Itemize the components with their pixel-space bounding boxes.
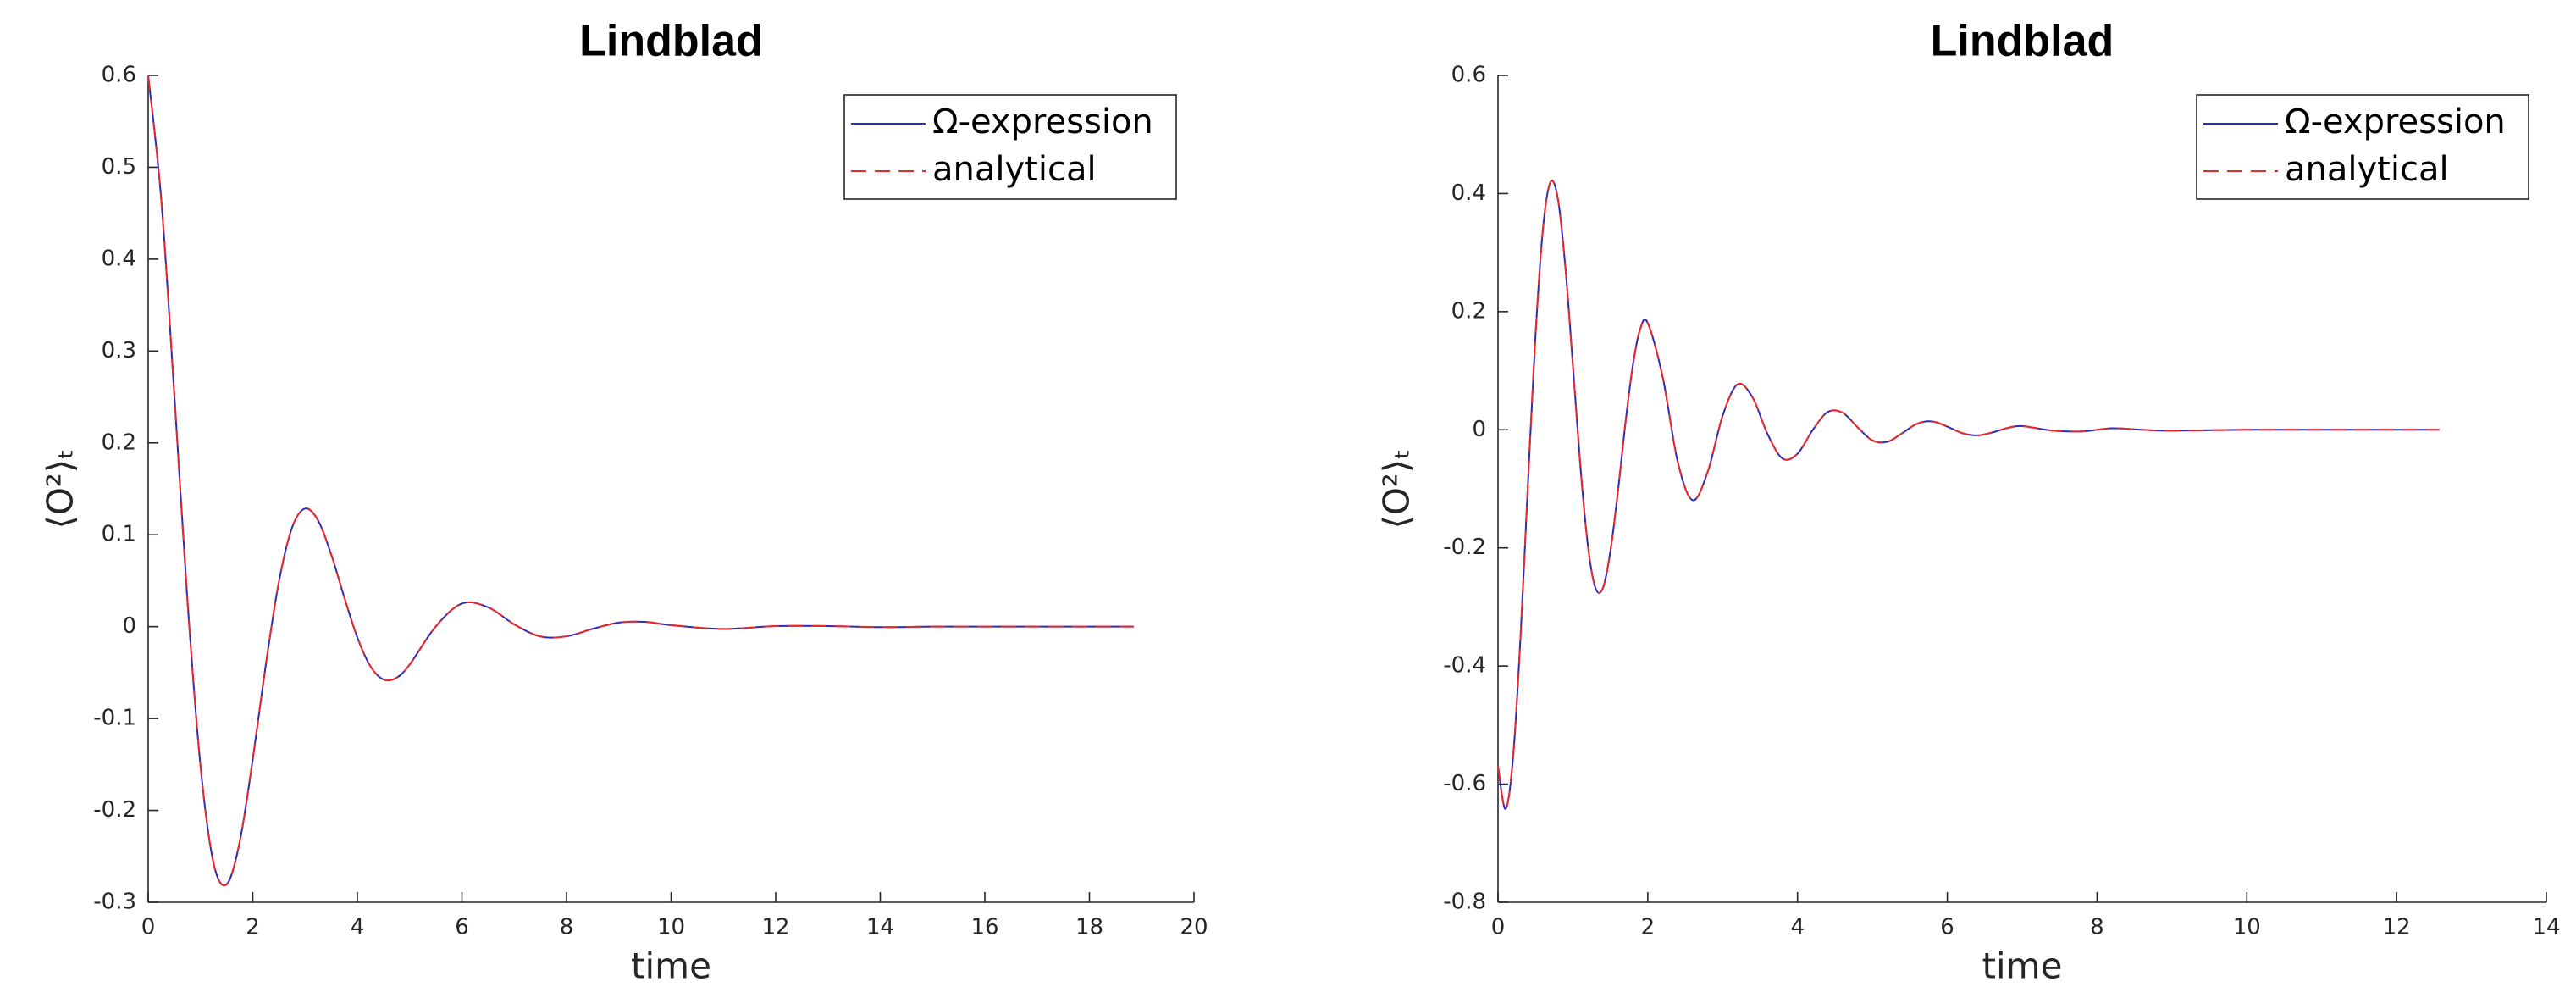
y-tick-label: 0.3 [102,338,136,363]
x-tick-label: 4 [1790,915,1805,940]
chart-title: Lindblad [1931,17,2114,66]
legend-box [843,94,1177,200]
x-tick-label: 6 [455,915,469,940]
y-axis-label: ⟨O²⟩ₜ [1376,448,1418,529]
legend-label: Ω-expression [2285,103,2506,141]
chart-title: Lindblad [579,17,763,66]
y-tick-label: -0.4 [1443,653,1486,679]
x-tick-label: 4 [351,915,365,940]
x-tick-label: 12 [761,915,789,940]
y-tick-label: 0.6 [1451,63,1486,88]
y-axis-label: ⟨O²⟩ₜ [40,448,81,529]
legend-label: analytical [932,150,1097,189]
x-tick-label: 2 [1641,915,1656,940]
y-tick-label: 0 [1472,417,1486,442]
y-tick-label: -0.1 [93,706,136,731]
x-tick-label: 16 [970,915,998,940]
y-tick-label: 0.2 [1451,298,1486,324]
data-line [1497,180,2440,810]
data-line [1497,180,2440,810]
y-tick-label: 0.5 [102,154,136,180]
x-tick-label: 8 [560,915,574,940]
y-tick-label: -0.2 [1443,535,1486,560]
y-tick-label: -0.6 [1443,771,1486,796]
x-tick-label: 6 [1940,915,1954,940]
y-tick-label: 0.1 [102,522,136,547]
y-tick-label: -0.8 [1443,890,1486,915]
x-tick-label: 12 [2383,915,2411,940]
legend-label: Ω-expression [932,103,1153,141]
x-tick-label: 20 [1180,915,1208,940]
x-tick-label: 10 [657,915,685,940]
y-tick-label: 0.4 [1451,180,1486,206]
x-tick-label: 2 [246,915,260,940]
y-tick-label: -0.3 [93,890,136,915]
x-tick-label: 14 [866,915,894,940]
x-tick-label: 0 [141,915,156,940]
x-tick-label: 14 [2532,915,2560,940]
y-tick-label: -0.2 [93,797,136,823]
x-tick-label: 8 [2090,915,2104,940]
y-tick-label: 0.6 [102,63,136,88]
x-tick-label: 18 [1075,915,1103,940]
x-axis-label: time [631,945,711,987]
y-tick-label: 0.2 [102,430,136,455]
y-tick-label: 0 [122,613,136,639]
chart-panel: Lindblad time ⟨O²⟩ₜ 0 2 4 6 8 10 12 14 -0.8 -0.6 -0.4… [1376,17,2561,987]
x-axis-label: time [1982,945,2063,987]
x-tick-label: 0 [1491,915,1506,940]
y-tick-label: 0.4 [102,246,136,271]
chart-panel: Lindblad time ⟨O²⟩ₜ 0 2 4 6 8 10 12 14 16 18 20 -0.3 -0… [40,17,1208,987]
legend-box [2196,94,2529,200]
data-line [147,75,1134,887]
x-tick-label: 10 [2233,915,2261,940]
legend-label: analytical [2285,150,2449,189]
